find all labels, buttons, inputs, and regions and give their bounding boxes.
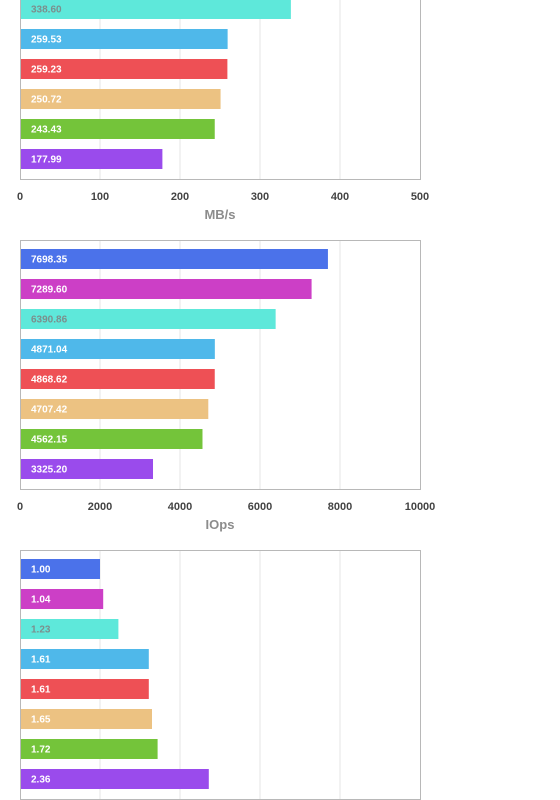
bar [21,119,215,139]
bar [21,339,215,359]
bar-value-label: 4871.04 [31,345,68,356]
x-tick-label: 8000 [328,501,352,513]
bar-value-label: 7698.35 [31,255,68,266]
bar-value-label: 1.65 [31,715,51,726]
bar [21,0,291,19]
bar [21,649,149,669]
bar [21,369,215,389]
bar-value-label: 259.53 [31,35,62,46]
x-tick-label: 2000 [88,501,112,513]
bar [21,559,100,579]
bar [21,589,104,609]
x-tick-label: 200 [171,191,189,203]
chart-throughput: 338.60 259.53 259.23 250.72 243.43 177.99 0 100… [17,0,429,222]
bar-value-label: 338.60 [31,5,62,16]
bar-value-label: 177.99 [31,155,62,166]
chart-iops: 7698.35 7289.60 6390.86 4871.04 4868.62 4707.… [17,240,436,532]
x-axis-title: MB/s [204,207,235,222]
bar [21,29,228,49]
bar [21,279,312,299]
x-tick-label: 10000 [405,501,436,513]
plot-frame [20,240,421,490]
bar [21,59,228,79]
bar-value-label: 1.61 [31,655,51,666]
bar [21,459,154,479]
bar-value-label: 1.04 [31,595,51,606]
bar [21,679,149,699]
bar-value-label: 4868.62 [31,375,68,386]
bar-value-label: 4562.15 [31,435,68,446]
bar [21,769,209,789]
bar-value-label: 1.23 [31,625,51,636]
bar [21,739,158,759]
bar-value-label: 250.72 [31,95,62,106]
chart-latency: 1.00 1.04 1.23 1.61 1.61 1.65 1.72 2.36 [20,550,421,800]
bar [21,149,163,169]
x-tick-label: 300 [251,191,269,203]
bar [21,89,221,109]
bar [21,429,203,449]
bar-value-label: 1.61 [31,685,51,696]
x-tick-label: 0 [17,191,23,203]
bar-value-label: 1.00 [31,565,51,576]
x-tick-label: 100 [91,191,109,203]
bar [21,399,209,419]
x-tick-label: 400 [331,191,349,203]
bar-value-label: 3325.20 [31,465,68,476]
x-tick-label: 0 [17,501,23,513]
bar [21,309,276,329]
bar-value-label: 7289.60 [31,285,68,296]
bar-value-label: 243.43 [31,125,62,136]
bar-value-label: 4707.42 [31,405,68,416]
bar-value-label: 2.36 [31,775,51,786]
x-tick-label: 6000 [248,501,272,513]
x-tick-label: 4000 [168,501,192,513]
plot-frame [20,0,421,180]
x-axis-title: IOps [206,517,235,532]
bar [21,249,328,269]
bar [21,619,119,639]
bar-value-label: 6390.86 [31,315,68,326]
bar-value-label: 1.72 [31,745,51,756]
plot-frame [20,550,421,800]
x-tick-label: 500 [411,191,429,203]
bar [21,709,152,729]
bar-value-label: 259.23 [31,65,62,76]
